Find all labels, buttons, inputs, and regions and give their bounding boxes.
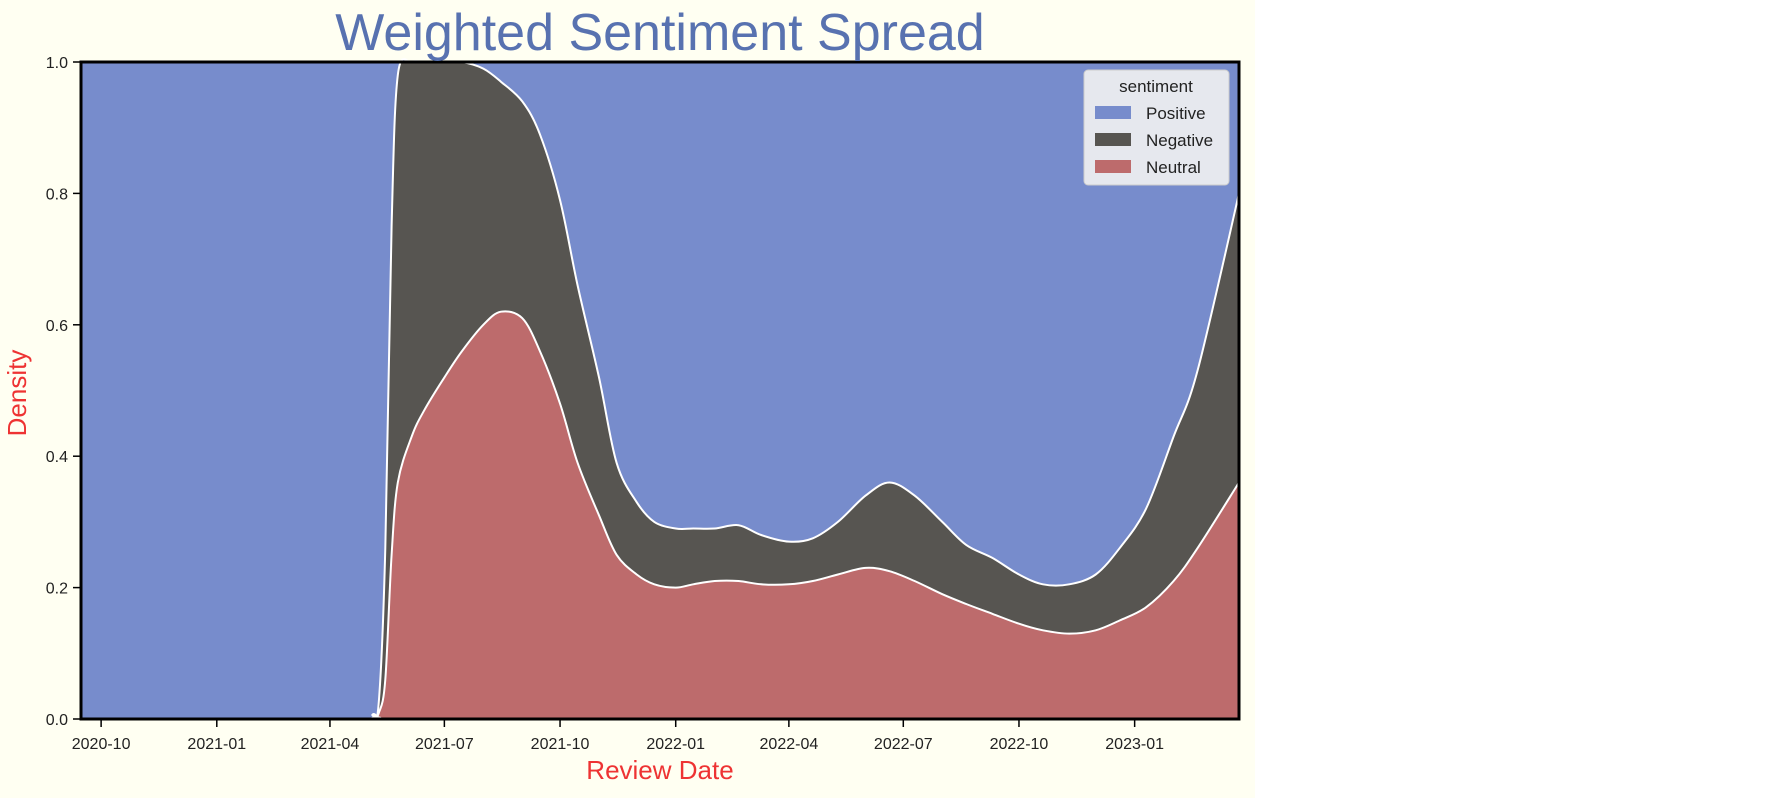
x-tick-label: 2021-10 bbox=[531, 736, 590, 753]
y-tick-label: 0.8 bbox=[46, 186, 68, 203]
x-tick-label: 2022-10 bbox=[990, 736, 1049, 753]
legend-label-negative: Negative bbox=[1146, 131, 1213, 150]
x-tick-label: 2021-04 bbox=[301, 736, 360, 753]
y-axis: 0.0 0.2 0.4 0.6 0.8 1.0 bbox=[46, 55, 81, 729]
legend-swatch-neutral bbox=[1095, 160, 1131, 173]
x-tick-label: 2022-04 bbox=[760, 736, 819, 753]
legend-swatch-positive bbox=[1095, 106, 1131, 119]
legend-label-neutral: Neutral bbox=[1146, 158, 1201, 177]
boundary-neutral bbox=[80, 310, 1240, 721]
x-tick-label: 2020-10 bbox=[72, 736, 131, 753]
y-tick-label: 0.0 bbox=[46, 712, 68, 729]
x-tick-label: 2023-01 bbox=[1105, 736, 1164, 753]
x-axis: 2020-10 2021-01 2021-04 2021-07 2021-10 2022-… bbox=[72, 719, 1164, 753]
x-tick-label: 2022-07 bbox=[874, 736, 933, 753]
legend-title: sentiment bbox=[1119, 77, 1193, 96]
y-tick-label: 0.6 bbox=[46, 318, 68, 335]
x-axis-label: Review Date bbox=[586, 755, 733, 785]
y-tick-label: 1.0 bbox=[46, 55, 68, 72]
legend-box bbox=[1083, 69, 1230, 186]
chart-title: Weighted Sentiment Spread bbox=[335, 4, 984, 62]
legend-label-positive: Positive bbox=[1146, 104, 1206, 123]
legend-swatch-negative bbox=[1095, 133, 1131, 146]
y-tick-label: 0.4 bbox=[46, 449, 68, 466]
boundary-negative bbox=[80, 58, 1240, 721]
x-tick-label: 2021-01 bbox=[187, 736, 246, 753]
area-layers bbox=[80, 58, 1240, 720]
y-axis-label: Density bbox=[2, 350, 32, 437]
boundary-lines bbox=[80, 58, 1240, 721]
x-tick-label: 2022-01 bbox=[646, 736, 705, 753]
plot-frame bbox=[79, 60, 1241, 721]
x-tick-label: 2021-07 bbox=[415, 736, 474, 753]
y-tick-label: 0.2 bbox=[46, 581, 68, 598]
legend: sentiment Positive Negative Neutral bbox=[1083, 69, 1230, 186]
